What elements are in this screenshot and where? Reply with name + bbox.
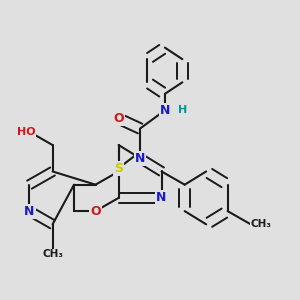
Text: N: N — [156, 191, 167, 204]
Text: O: O — [113, 112, 124, 125]
Text: HO: HO — [17, 127, 35, 137]
Text: CH₃: CH₃ — [250, 219, 271, 229]
Text: H: H — [178, 105, 188, 116]
Text: N: N — [24, 205, 34, 218]
Text: S: S — [114, 162, 123, 175]
Text: CH₃: CH₃ — [42, 249, 63, 259]
Text: N: N — [160, 104, 170, 117]
Text: O: O — [90, 205, 101, 218]
Text: N: N — [135, 152, 145, 165]
